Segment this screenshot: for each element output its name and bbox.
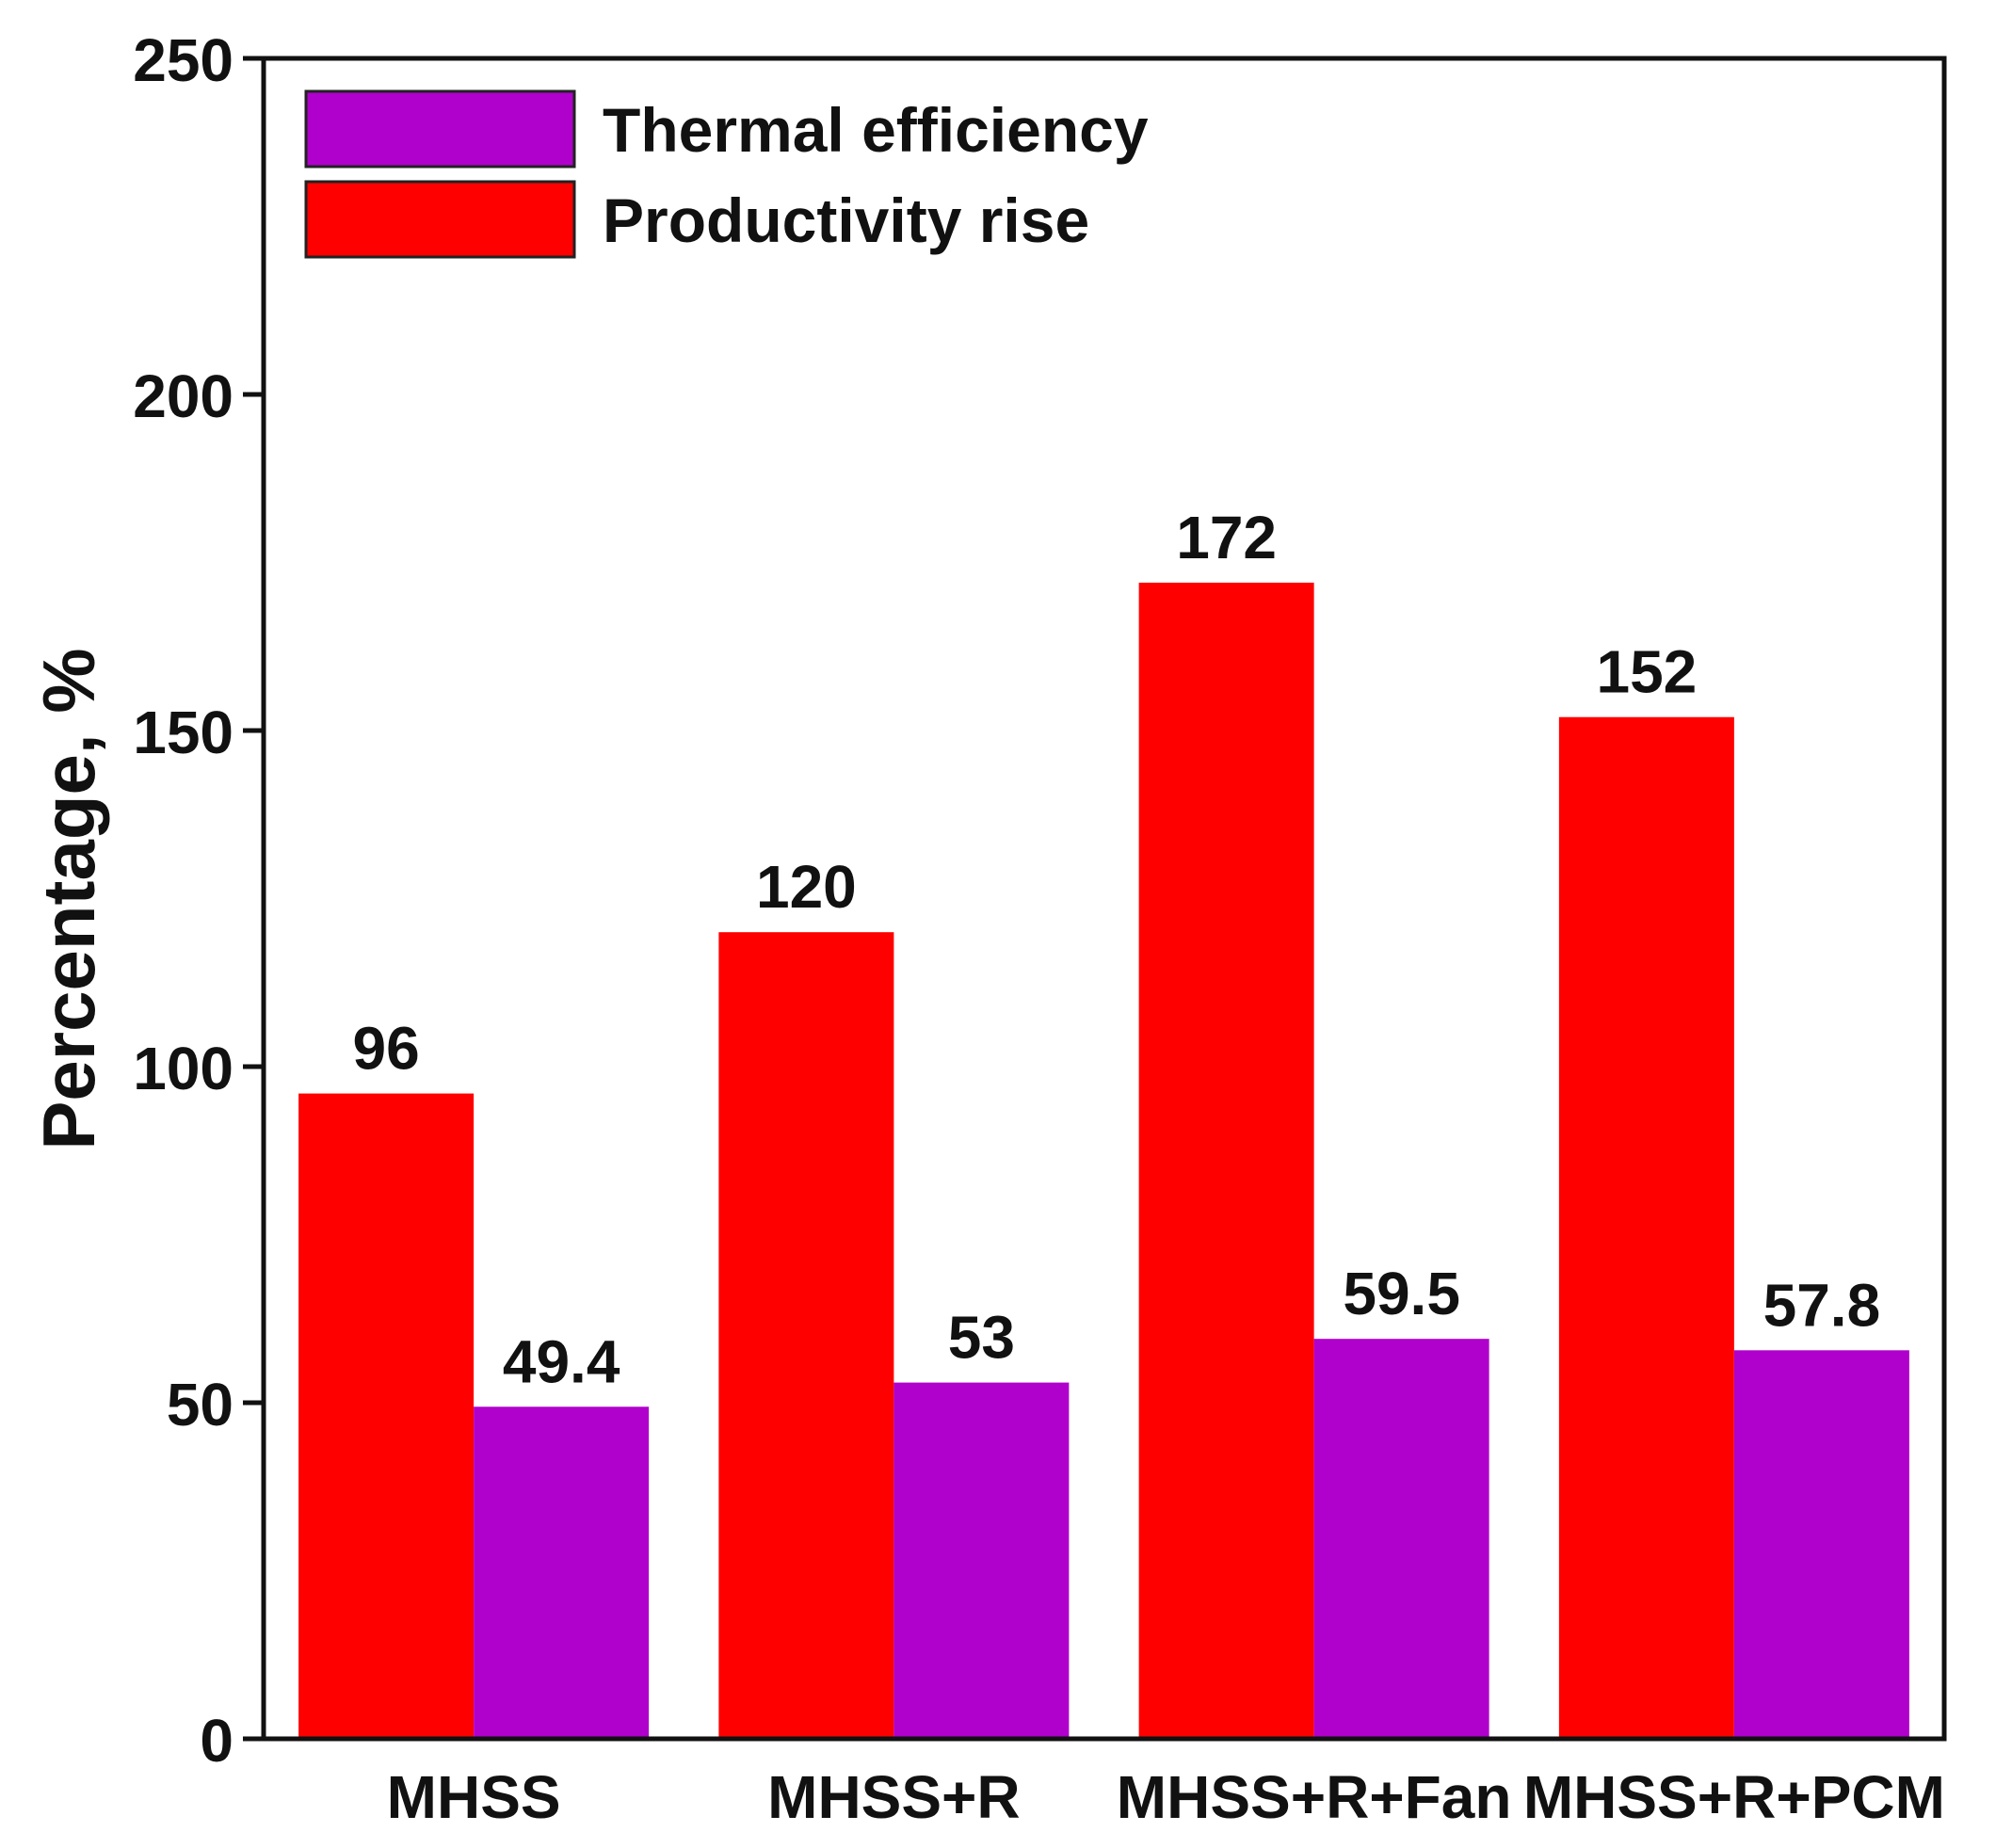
data-label-productivity-rise-mhss-r-fan: 172 bbox=[1176, 504, 1277, 571]
bar-productivity-rise-mhss-r bbox=[718, 932, 894, 1739]
legend-label-productivity-rise: Productivity rise bbox=[603, 185, 1089, 255]
data-label-productivity-rise-mhss: 96 bbox=[353, 1015, 420, 1083]
legend-swatch-productivity-rise bbox=[304, 180, 576, 259]
bar-thermal-efficiency-mhss-r bbox=[893, 1382, 1070, 1739]
bar-productivity-rise-mhss-r-pcm bbox=[1558, 716, 1734, 1739]
bars-layer bbox=[298, 582, 1909, 1740]
x-tick-label-mhss-r-pcm: MHSS+R+PCM bbox=[1523, 1763, 1945, 1831]
bar-thermal-efficiency-mhss-r-pcm bbox=[1733, 1350, 1909, 1739]
legend: Thermal efficiency Productivity rise bbox=[304, 89, 1149, 259]
data-label-thermal-efficiency-mhss-r: 53 bbox=[948, 1304, 1015, 1372]
legend-label-thermal-efficiency: Thermal efficiency bbox=[603, 95, 1149, 165]
plot-frame bbox=[261, 56, 1947, 1742]
y-tick-label: 50 bbox=[167, 1371, 233, 1438]
data-label-productivity-rise-mhss-r: 120 bbox=[756, 853, 857, 921]
y-tick-label: 100 bbox=[133, 1035, 233, 1102]
y-axis: 0 50 100 150 200 250 bbox=[133, 26, 264, 1775]
data-label-thermal-efficiency-mhss-r-fan: 59.5 bbox=[1343, 1260, 1460, 1327]
bar-thermal-efficiency-mhss bbox=[474, 1406, 650, 1739]
y-tick-label: 200 bbox=[133, 362, 233, 430]
x-tick-label-mhss-r-fan: MHSS+R+Fan bbox=[1117, 1763, 1512, 1831]
x-axis: MHSS MHSS+R MHSS+R+Fan MHSS+R+PCM bbox=[387, 1763, 1945, 1831]
y-tick-label: 0 bbox=[200, 1707, 233, 1775]
bar-productivity-rise-mhss bbox=[298, 1093, 475, 1739]
y-axis-label: Percentage, % bbox=[27, 648, 110, 1149]
bar-productivity-rise-mhss-r-fan bbox=[1138, 582, 1314, 1740]
bar-thermal-efficiency-mhss-r-fan bbox=[1313, 1339, 1489, 1739]
x-tick-label-mhss: MHSS bbox=[387, 1763, 561, 1831]
data-label-productivity-rise-mhss-r-pcm: 152 bbox=[1596, 638, 1697, 706]
x-tick-label-mhss-r: MHSS+R bbox=[767, 1763, 1021, 1831]
value-labels-layer: 96 49.4 120 53 172 59.5 152 57.8 bbox=[353, 504, 1881, 1395]
data-label-thermal-efficiency-mhss: 49.4 bbox=[503, 1327, 620, 1395]
data-label-thermal-efficiency-mhss-r-pcm: 57.8 bbox=[1763, 1271, 1881, 1339]
y-tick-label: 150 bbox=[133, 699, 233, 766]
y-tick-label: 250 bbox=[133, 26, 233, 94]
legend-swatch-thermal-efficiency bbox=[304, 89, 576, 169]
